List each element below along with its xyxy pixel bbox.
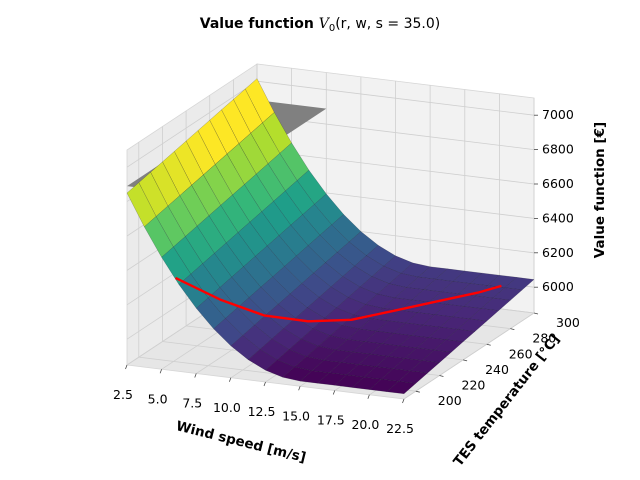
x-tick-mark [402,398,405,404]
y-tick-label: 240 [485,362,509,377]
x-tick-mark [125,364,128,370]
y-tick-label: 220 [462,378,486,393]
z-tick-label: 6400 [542,210,574,225]
x-tick-label: 5.0 [148,391,168,406]
x-tick-mark [194,373,197,378]
y-tick-label: 280 [532,331,556,346]
y-tick-mark [415,390,420,393]
x-tick-mark [367,394,370,399]
x-tick-label: 15.0 [282,408,310,423]
axis-ticks: 2.5 5.0 7.5 10.0 12.5 15.0 17.5 20.0 22.52002202… [113,107,580,436]
surface-patch [386,381,417,395]
y-tick-mark [533,312,539,315]
z-tick-label: 7000 [542,107,574,122]
x-tick-label: 22.5 [386,421,414,436]
z-tick-label: 6800 [542,142,574,157]
surface-patch [492,287,523,301]
y-tick-label: 300 [556,315,580,330]
x-tick-label: 12.5 [248,404,276,419]
chart-title: Value function V0(r, w, s = 35.0) [200,16,440,34]
x-tick-mark [298,386,301,391]
surface-patch [397,370,429,384]
y-tick-label: 200 [438,393,462,408]
x-tick-label: 2.5 [113,387,133,402]
x-tick-label: 10.0 [213,400,241,415]
x-axis-label: Wind speed [m/s] [174,418,307,466]
y-tick-label: 260 [509,346,533,361]
surface-patch [409,360,441,374]
policy-line-group [174,276,502,323]
y-tick-mark [486,343,491,346]
surface-patch [468,308,500,322]
x-tick-label: 17.5 [317,413,345,428]
value-surface [126,78,535,395]
optimal-policy-line [174,276,502,323]
x-tick-mark [159,369,162,374]
surface-patch [421,349,452,363]
y-tick-mark [510,328,515,331]
x-tick-mark [229,377,232,382]
surface-patch [504,277,535,291]
z-tick-label: 6000 [542,279,574,294]
z-tick-label: 6600 [542,176,574,191]
y-tick-mark [462,359,468,362]
x-tick-label: 20.0 [351,417,379,432]
x-tick-mark [332,390,336,395]
x-tick-mark [263,381,266,387]
x-tick-label: 7.5 [182,396,202,411]
y-tick-mark [439,375,444,377]
z-tick-label: 6200 [542,245,574,260]
z-axis-label: Value function [€] [592,122,608,258]
surface-patch [433,339,464,353]
